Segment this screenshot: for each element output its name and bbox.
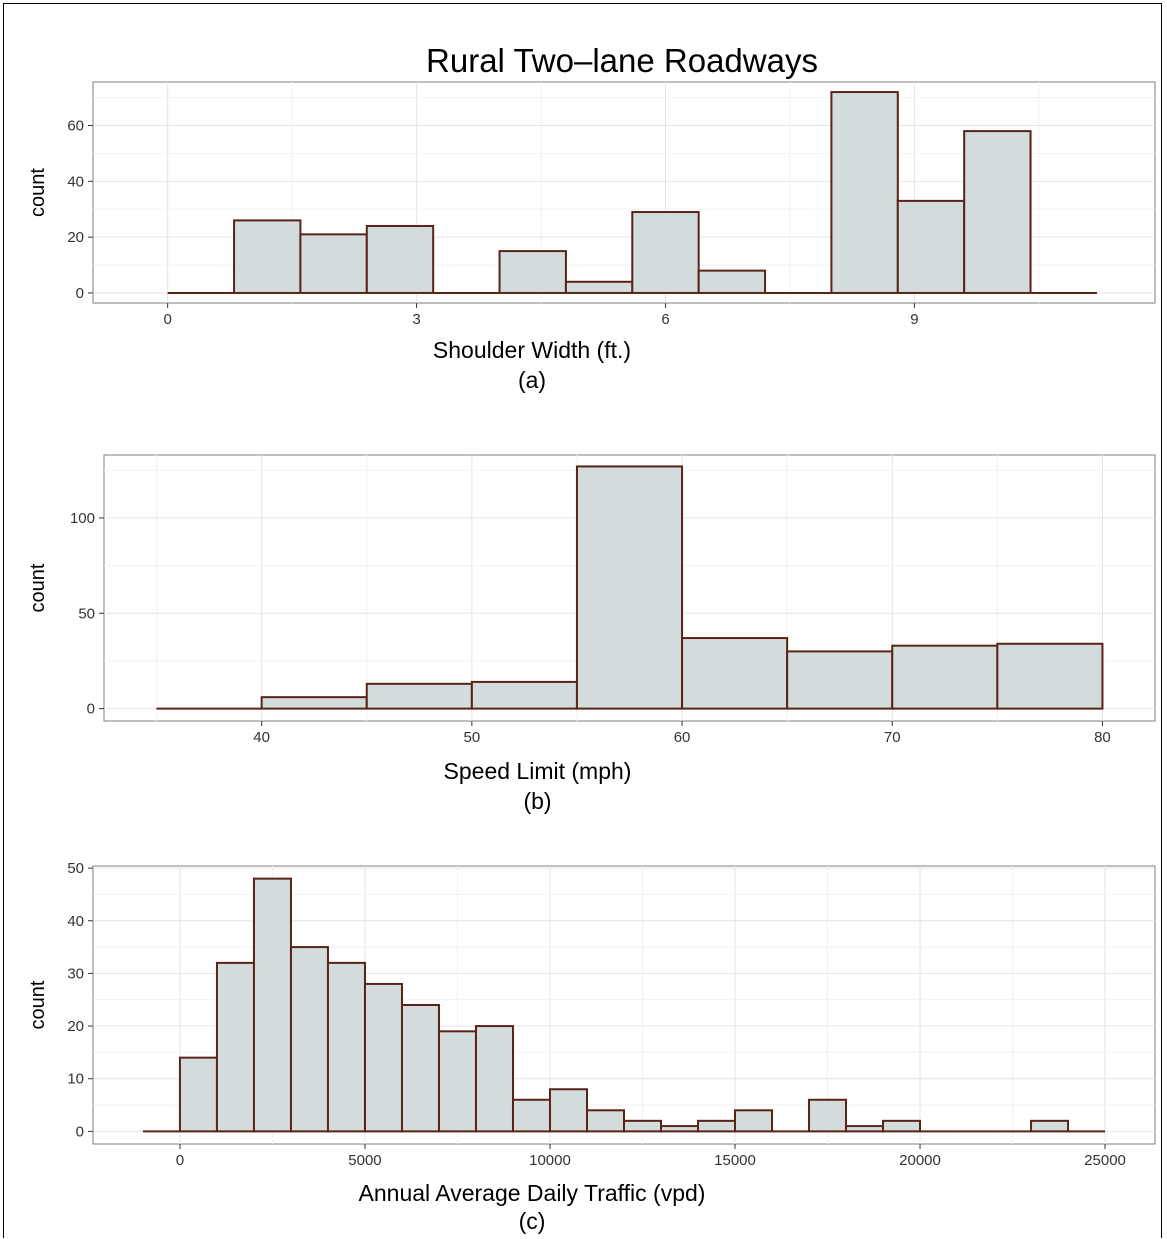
x-tick-label: 25000 bbox=[1084, 1152, 1126, 1169]
y-tick-label: 20 bbox=[67, 229, 84, 246]
histogram-bar bbox=[697, 1119, 737, 1133]
histogram-bar bbox=[326, 961, 366, 1133]
y-tick-label: 40 bbox=[67, 173, 84, 190]
y-tick-label: 50 bbox=[78, 605, 95, 622]
y-tick-label: 0 bbox=[76, 285, 84, 302]
histogram-bar bbox=[233, 219, 302, 294]
panel-subtitle: (b) bbox=[523, 788, 551, 814]
histogram-bar bbox=[470, 680, 578, 710]
histogram-bar bbox=[631, 211, 700, 294]
y-tick-label: 50 bbox=[67, 860, 84, 877]
x-tick-label: 9 bbox=[910, 311, 918, 328]
histogram-bar bbox=[511, 1098, 551, 1133]
histogram-bar bbox=[1030, 1119, 1070, 1133]
histogram-bar bbox=[845, 1125, 885, 1133]
y-tick-label: 60 bbox=[67, 118, 84, 135]
histogram-bar bbox=[289, 946, 329, 1133]
y-tick-label: 40 bbox=[67, 913, 84, 930]
histogram-bar bbox=[299, 233, 368, 294]
histogram-bar bbox=[896, 199, 966, 294]
histogram-bar bbox=[474, 1025, 514, 1133]
x-tick-label: 40 bbox=[253, 729, 270, 746]
histogram-bar bbox=[660, 1125, 700, 1133]
x-axis-label: Annual Average Daily Traffic (vpd) bbox=[359, 1180, 706, 1206]
histogram-bar bbox=[498, 250, 567, 294]
histogram-bar bbox=[365, 682, 473, 710]
histogram-bar bbox=[252, 877, 292, 1133]
x-tick-label: 20000 bbox=[899, 1152, 941, 1169]
y-tick-label: 0 bbox=[87, 701, 95, 718]
histogram-bar bbox=[260, 696, 368, 710]
histogram-bar bbox=[437, 1030, 477, 1133]
x-tick-label: 3 bbox=[412, 311, 420, 328]
x-tick-label: 6 bbox=[661, 311, 669, 328]
figure-frame bbox=[3, 3, 1162, 1238]
histogram-bar bbox=[178, 1056, 218, 1133]
histogram-bar bbox=[830, 91, 899, 294]
y-tick-label: 100 bbox=[70, 510, 95, 527]
histogram-bar bbox=[891, 644, 999, 710]
x-tick-label: 0 bbox=[164, 311, 172, 328]
histogram-bar bbox=[734, 1109, 774, 1133]
x-tick-label: 50 bbox=[464, 729, 481, 746]
y-axis-label: count bbox=[27, 563, 49, 612]
panel-subtitle: (a) bbox=[518, 367, 546, 393]
histogram-bar bbox=[575, 465, 684, 710]
histogram-bar bbox=[808, 1098, 848, 1133]
x-axis-label: Shoulder Width (ft.) bbox=[433, 337, 631, 363]
x-tick-label: 15000 bbox=[714, 1152, 756, 1169]
panel-speed-limit: 40 50 60 70 80 0 50 100 Speed Limit (mph) (b) coun… bbox=[27, 454, 1156, 814]
panel-shoulder-width: 0 3 6 9 0 20 40 60 Shoulder Width (ft.) (a) count bbox=[27, 81, 1156, 393]
histogram-bar bbox=[963, 130, 1032, 294]
histogram-bar bbox=[585, 1109, 626, 1133]
histogram-bar bbox=[697, 269, 767, 294]
x-tick-label: 60 bbox=[674, 729, 691, 746]
histogram-bar bbox=[681, 637, 789, 710]
x-tick-label: 5000 bbox=[348, 1152, 381, 1169]
histogram-bar bbox=[564, 280, 634, 294]
histogram-bar bbox=[623, 1119, 663, 1133]
panel-aadt: 0 5000 10000 15000 20000 25000 0 10 20 30 40 50 Annu… bbox=[27, 860, 1156, 1234]
histogram-bar bbox=[365, 224, 435, 294]
histogram-bar bbox=[786, 650, 894, 710]
histogram-bar bbox=[400, 1004, 440, 1133]
y-axis-label: count bbox=[27, 168, 49, 217]
y-tick-label: 30 bbox=[67, 965, 84, 982]
x-tick-label: 70 bbox=[884, 729, 901, 746]
histogram-bar bbox=[882, 1119, 922, 1133]
histogram-bar bbox=[215, 961, 255, 1133]
x-tick-label: 0 bbox=[176, 1152, 184, 1169]
y-tick-label: 20 bbox=[67, 1018, 84, 1035]
histogram-bar bbox=[996, 642, 1104, 710]
x-tick-label: 10000 bbox=[529, 1152, 571, 1169]
figure-title: Rural Two–lane Roadways bbox=[426, 42, 818, 79]
x-tick-label: 80 bbox=[1094, 729, 1111, 746]
y-tick-label: 0 bbox=[76, 1123, 84, 1140]
y-tick-label: 10 bbox=[67, 1071, 84, 1088]
y-axis-label: count bbox=[27, 980, 49, 1029]
panel-subtitle: (c) bbox=[519, 1208, 546, 1234]
x-axis-label: Speed Limit (mph) bbox=[444, 758, 632, 784]
histogram-bar bbox=[548, 1088, 588, 1133]
histogram-bar bbox=[363, 982, 403, 1133]
